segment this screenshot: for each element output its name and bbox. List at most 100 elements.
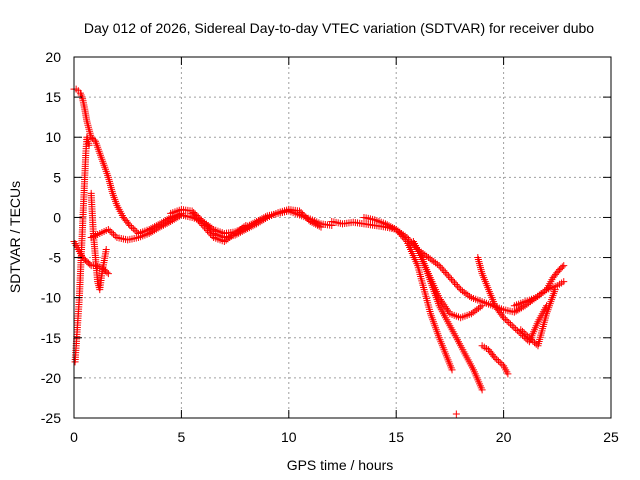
data-point-marker (383, 221, 391, 229)
data-point-marker (131, 226, 139, 234)
data-point-marker (205, 228, 213, 236)
data-point-marker (513, 327, 521, 335)
data-point-marker (504, 370, 512, 378)
data-point-marker (458, 287, 466, 295)
data-point-marker (500, 314, 508, 322)
data-point-marker (258, 217, 266, 225)
series-sat-track-i (360, 213, 456, 374)
series-sat-track-b (71, 133, 93, 366)
y-tick-label: 10 (45, 129, 61, 145)
data-point-marker (85, 141, 93, 149)
data-point-marker (191, 213, 199, 221)
data-point-marker (440, 267, 448, 275)
data-point-marker (125, 220, 133, 228)
x-ticks: 0 5 10 15 20 25 (70, 57, 619, 445)
data-point-marker (423, 252, 431, 260)
data-point-marker (296, 207, 304, 215)
data-point-marker (222, 236, 230, 244)
data-point-marker (415, 247, 423, 255)
data-point-marker (188, 209, 196, 217)
data-point-marker (133, 228, 141, 236)
x-tick-label: 20 (496, 429, 512, 445)
data-point-marker (430, 258, 438, 266)
y-tick-label: 0 (53, 209, 61, 225)
data-point-marker (421, 251, 429, 259)
data-point-marker (145, 229, 153, 237)
data-point-marker (297, 209, 305, 217)
data-point-marker (473, 306, 481, 314)
data-point-marker (381, 220, 389, 228)
data-point-marker (392, 225, 400, 233)
data-point-marker (300, 211, 308, 219)
series-sat-track-c (70, 238, 112, 278)
data-point-marker (310, 219, 318, 227)
data-point-marker (512, 307, 520, 315)
data-point-marker (537, 290, 545, 298)
data-point-marker (260, 216, 268, 224)
data-point-marker (394, 227, 402, 235)
data-point-marker (156, 223, 164, 231)
data-point-marker (516, 305, 524, 313)
data-point-marker (426, 255, 434, 263)
data-point-marker (389, 224, 397, 232)
data-point-marker (532, 294, 540, 302)
data-point-marker (228, 232, 236, 240)
data-point-marker (417, 248, 425, 256)
data-point-marker (442, 304, 450, 312)
data-point-marker (247, 223, 255, 231)
y-tick-label: 20 (45, 49, 61, 65)
data-point-marker (460, 288, 468, 296)
data-point-marker (498, 360, 506, 368)
data-point-marker (514, 306, 522, 314)
data-point-marker (496, 359, 504, 367)
data-point-marker (158, 222, 166, 230)
data-point-marker (126, 221, 134, 229)
series-sat-track-d (87, 189, 110, 294)
data-point-marker (196, 218, 204, 226)
data-point-marker (419, 250, 427, 258)
data-point-marker (111, 232, 119, 240)
y-axis-label: SDTVAR / TECUs (7, 181, 23, 293)
data-point-marker (151, 226, 159, 234)
data-point-marker (86, 260, 94, 268)
data-point-marker (251, 221, 259, 229)
data-point-marker (172, 214, 180, 222)
data-point-marker (240, 223, 248, 231)
data-point-marker (560, 262, 568, 270)
data-point-marker (466, 292, 474, 300)
data-point-marker (508, 322, 516, 330)
data-point-marker (437, 263, 445, 271)
data-point-marker (249, 222, 257, 230)
data-point-marker (103, 268, 111, 276)
data-point-marker (168, 216, 176, 224)
data-point-marker (534, 292, 542, 300)
data-point-marker (506, 320, 514, 328)
data-point-marker (503, 317, 511, 325)
data-point-marker (242, 221, 250, 229)
data-point-marker (491, 354, 499, 362)
data-point-marker (539, 288, 547, 296)
data-point-marker (207, 230, 215, 238)
grid (74, 57, 611, 418)
y-tick-label: -5 (49, 250, 62, 266)
data-point-marker (306, 217, 314, 225)
data-point-marker (560, 278, 568, 286)
y-tick-label: 15 (45, 89, 61, 105)
y-tick-label: 5 (53, 169, 61, 185)
data-point-marker (510, 323, 518, 331)
data-point-marker (455, 284, 463, 292)
data-point-marker (517, 326, 525, 334)
data-point-marker (154, 224, 162, 232)
data-point-marker (452, 280, 460, 288)
data-point-marker (520, 329, 528, 337)
data-point-marker (387, 223, 395, 231)
data-point-marker (469, 308, 477, 316)
data-point-marker (108, 229, 116, 237)
data-point-marker (400, 234, 408, 242)
data-point-marker (197, 220, 205, 228)
series-sat-track-h (328, 217, 486, 322)
series-sat-outlier (452, 410, 460, 418)
x-tick-label: 10 (281, 429, 297, 445)
data-point-marker (194, 216, 202, 224)
